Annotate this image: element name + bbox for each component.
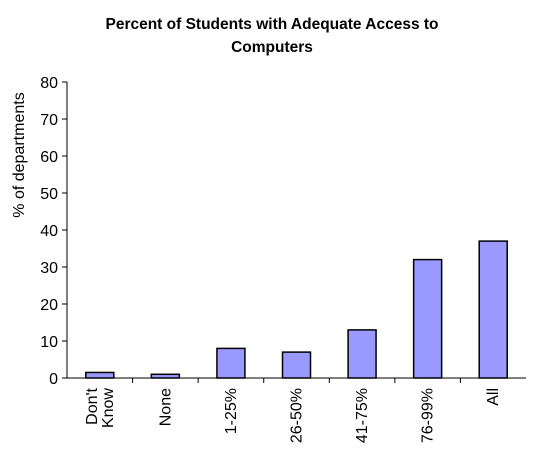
x-tick-label: None [157,388,174,426]
x-tick-label: 41-75% [354,388,371,443]
y-tick-label: 10 [40,334,58,351]
chart-title-line-2: Computers [231,39,313,56]
bar [347,329,377,379]
x-tick-label: 1-25% [223,388,240,434]
y-tick-label: 70 [40,112,58,129]
x-tick-label: Know [100,388,117,428]
y-tick-label: 20 [40,297,58,314]
bar [281,351,312,379]
chart-title: Percent of Students with Adequate Access… [105,16,438,56]
y-tick-label: 80 [40,75,58,92]
y-tick-label: 0 [49,371,58,388]
bar [150,373,181,379]
y-tick-label: 60 [40,149,58,166]
y-tick-label: 30 [40,260,58,277]
x-tick-label: Don't [84,387,101,424]
x-tick-label: 26-50% [289,388,306,443]
bar [478,240,508,379]
chart-title-line-1: Percent of Students with Adequate Access… [105,16,438,33]
y-tick-label: 40 [40,223,58,240]
y-tick-label: 50 [40,186,58,203]
y-axis-label: % of departments [11,92,28,217]
x-tick-label: All [485,388,502,406]
bar [412,258,443,379]
bar [85,371,115,379]
plot-area: 0 10 20 30 40 50 60 70 80 Don't Know None 1-25% 26-50… [40,75,526,443]
x-tick-label: 76-99% [420,388,437,443]
bar [216,347,246,379]
